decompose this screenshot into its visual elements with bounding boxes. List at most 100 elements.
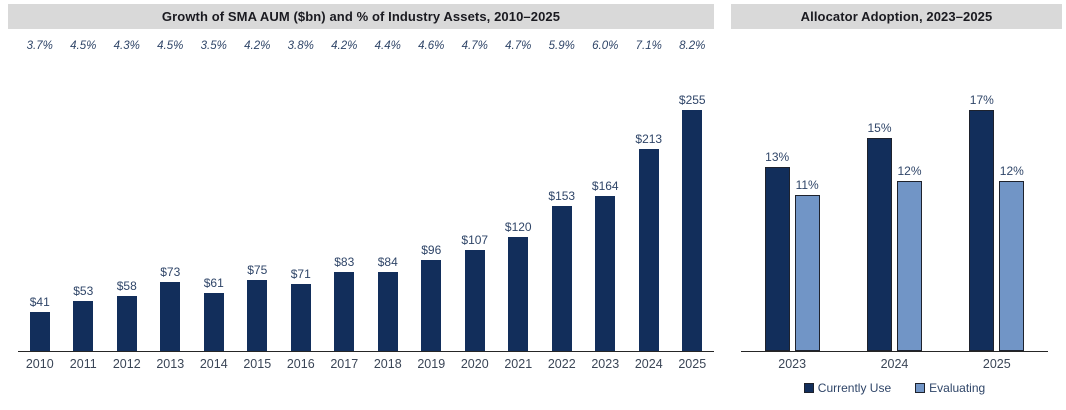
bar-column: $75 [236,263,280,351]
right-chart-body: 13% 11% 15% 12% 17% 12% 2023 2024 2025 Currentl… [741,54,1048,395]
bar-column: $213 [627,132,671,351]
pct-label: 4.5% [157,40,184,52]
aum-bar [247,280,268,351]
value-label: $213 [635,132,663,146]
bar-column: $164 [584,179,628,351]
aum-bar [464,250,485,351]
aum-bar [116,296,137,351]
value-label: $58 [116,279,137,293]
legend-label: Evaluating [929,381,986,395]
bar-column: $84 [366,255,410,351]
pct-label: 4.2% [244,40,271,52]
legend: Currently Use Evaluating [741,381,1048,395]
value-label: $61 [203,276,224,290]
pct-label: 7.1% [635,40,662,52]
aum-bar [203,293,224,351]
legend-swatch [915,383,926,393]
x-axis-label: 2019 [417,357,446,371]
x-axis-label: 2018 [373,357,402,371]
value-label: 13% [765,150,790,164]
value-label: 11% [795,178,819,192]
left-plot: $41 $53 $58 $73 $61 $75 $71 $83 $84 $96 $107 $120 $1… [18,54,714,352]
x-axis-label: 2025 [678,357,707,371]
value-label: $75 [247,263,268,277]
bar-column: $255 [671,93,715,351]
x-axis-label: 2017 [330,357,359,371]
bar-column: $61 [192,276,236,351]
value-label: 17% [969,93,994,107]
value-label: $120 [504,220,532,234]
x-axis-label: 2024 [634,357,663,371]
left-chart-body: 3.7% 4.5% 4.3% 4.5% 3.5% 4.2% 3.8% 4.2% 4.4% 4.6%… [18,40,714,371]
pct-label: 3.7% [26,40,53,52]
x-axis-label: 2016 [286,357,315,371]
value-label: $84 [377,255,398,269]
value-label: $153 [548,189,576,203]
x-axis-label: 2023 [778,357,807,371]
right-chart-title: Allocator Adoption, 2023–2025 [731,4,1062,29]
right-plot: 13% 11% 15% 12% 17% 12% [741,54,1048,352]
legend-label: Currently Use [817,381,892,395]
pct-label: 4.3% [113,40,140,52]
bar-column: 17% [969,93,995,351]
x-axis-label: 2020 [460,357,489,371]
bar-column: $58 [105,279,149,351]
adoption-bar [969,110,995,351]
bar-column: $83 [323,255,367,351]
value-label: $96 [421,243,442,257]
x-axis-label: 2011 [69,357,97,371]
adoption-bar [999,181,1025,351]
pct-label: 4.4% [374,40,401,52]
left-chart-title: Growth of SMA AUM ($bn) and % of Industr… [8,4,714,29]
value-label: $107 [461,233,489,247]
x-axis-label: 2024 [880,357,909,371]
value-label: $164 [591,179,619,193]
legend-swatch [803,383,814,393]
x-axis-label: 2012 [112,357,141,371]
bar-group: 17% 12% [946,93,1048,351]
aum-bar [29,312,50,351]
value-label: $53 [73,284,94,298]
aum-bar [160,282,181,351]
left-x-axis-labels: 2010 2011 2012 2013 2014 2015 2016 2017 2018 2019… [18,352,714,371]
bar-column: $120 [497,220,541,351]
aum-bar [377,272,398,351]
bar-column: $53 [62,284,106,351]
pct-label: 6.0% [592,40,619,52]
value-label: $41 [29,295,50,309]
x-axis-label: 2023 [591,357,620,371]
adoption-bar [866,138,892,351]
bar-column: $71 [279,267,323,351]
x-axis-label: 2015 [243,357,272,371]
bar-column: $96 [410,243,454,351]
value-label: $73 [160,265,181,279]
pct-label: 4.7% [505,40,532,52]
aum-bar [290,284,311,351]
adoption-bar [764,167,790,351]
adoption-bar [896,181,922,351]
aum-bar [421,260,442,351]
aum-bar [595,196,616,351]
pct-row: 3.7% 4.5% 4.3% 4.5% 3.5% 4.2% 3.8% 4.2% 4.4% 4.6%… [18,40,714,54]
value-label: $83 [334,255,355,269]
aum-bar [638,149,659,351]
bar-column: $73 [149,265,193,351]
legend-item: Evaluating [915,381,985,395]
value-label: 12% [897,164,922,178]
bar-column: 11% [794,178,820,351]
x-axis-label: 2022 [547,357,576,371]
pct-label: 3.8% [287,40,314,52]
x-axis-label: 2021 [504,357,533,371]
bar-group: 13% 11% [741,150,843,351]
bar-group: 15% 12% [843,121,945,351]
value-label: 15% [867,121,892,135]
x-axis-label: 2025 [982,357,1011,371]
pct-label: 4.5% [70,40,97,52]
legend-item: Currently Use [803,381,892,395]
aum-bar [508,237,529,351]
aum-bar [334,272,355,351]
right-x-axis-labels: 2023 2024 2025 [741,352,1048,371]
adoption-bar [794,195,820,351]
aum-bar [682,110,703,351]
